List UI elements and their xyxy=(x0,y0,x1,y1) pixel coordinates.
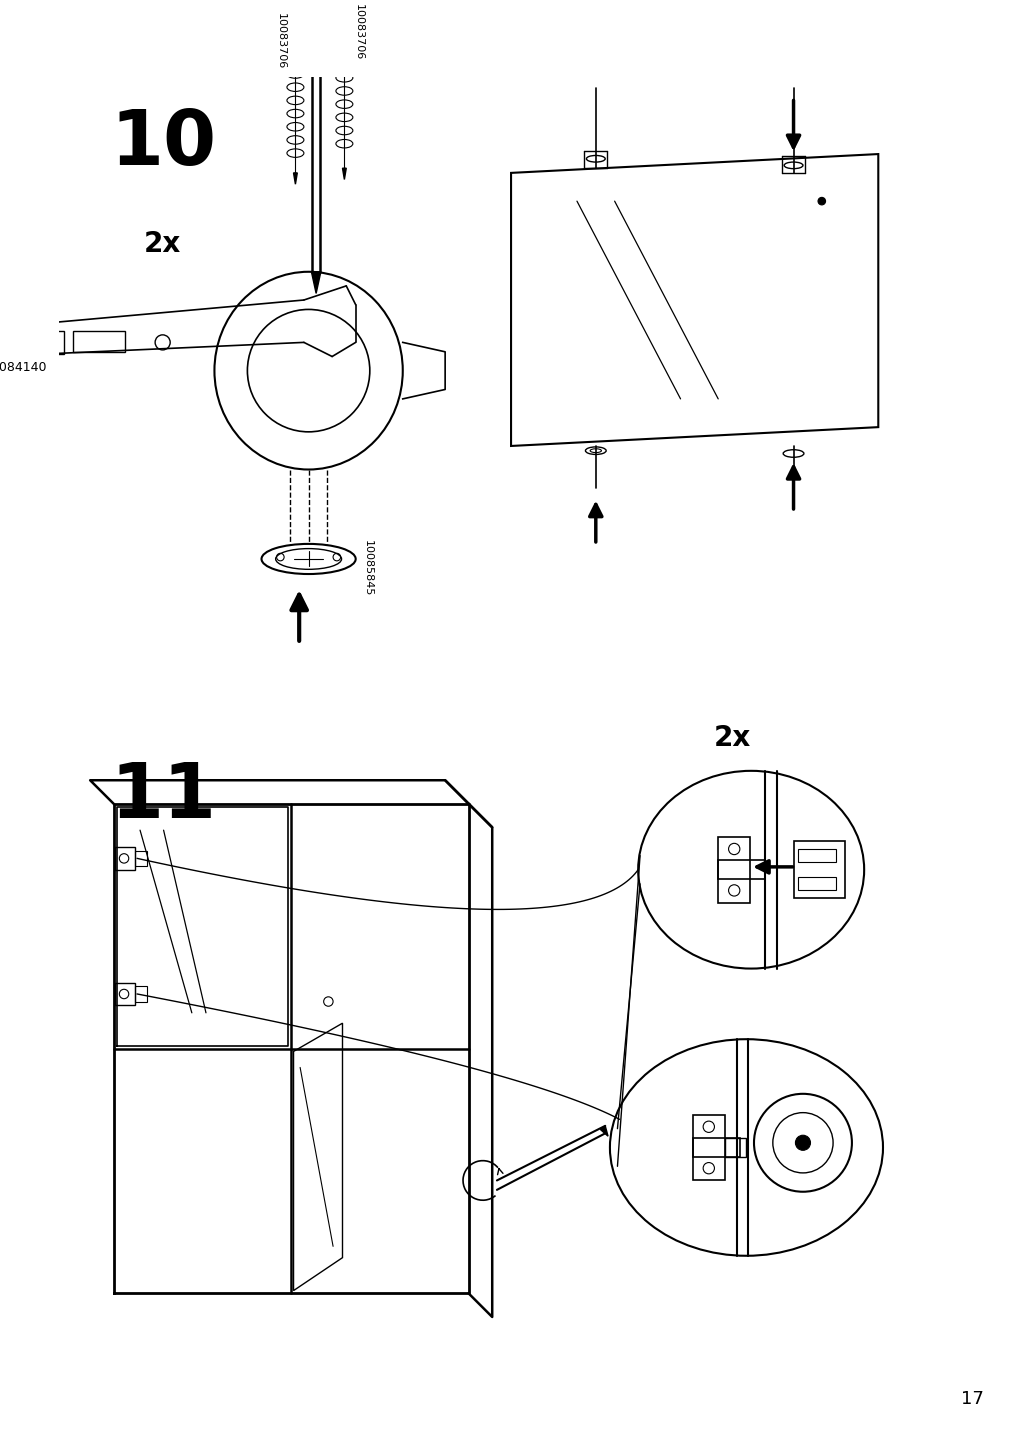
Bar xyxy=(793,842,844,898)
Text: 10084140: 10084140 xyxy=(0,361,48,374)
Text: 10083706: 10083706 xyxy=(276,13,286,69)
Bar xyxy=(114,982,135,1005)
Text: 11: 11 xyxy=(111,760,216,835)
Bar xyxy=(73,331,125,352)
Polygon shape xyxy=(342,168,346,179)
Bar xyxy=(718,861,764,879)
Text: 10083706: 10083706 xyxy=(354,4,363,60)
Bar xyxy=(7,331,64,354)
Circle shape xyxy=(817,198,825,205)
Text: 10085845: 10085845 xyxy=(363,540,373,597)
Bar xyxy=(798,849,835,862)
Polygon shape xyxy=(293,173,297,185)
Bar xyxy=(693,1138,739,1157)
Text: 2x: 2x xyxy=(713,725,750,752)
Text: 10: 10 xyxy=(111,107,216,180)
Bar xyxy=(114,848,135,869)
Bar xyxy=(724,1138,746,1157)
Text: 2x: 2x xyxy=(144,229,181,258)
Bar xyxy=(718,836,749,902)
Bar xyxy=(693,1114,724,1180)
Circle shape xyxy=(795,1136,810,1150)
Bar xyxy=(135,987,147,1001)
Bar xyxy=(798,878,835,891)
Bar xyxy=(135,851,147,866)
Polygon shape xyxy=(600,1126,608,1136)
Text: 17: 17 xyxy=(960,1390,983,1408)
Polygon shape xyxy=(311,272,320,294)
